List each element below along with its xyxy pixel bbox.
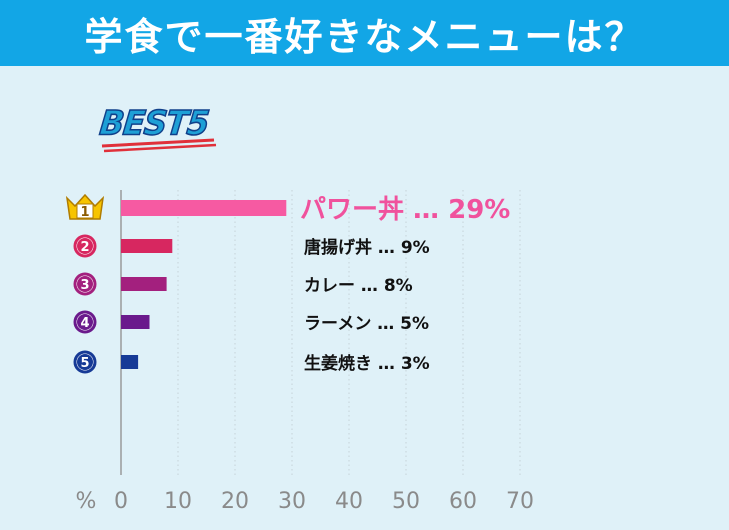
x-tick-label: 20 [221, 489, 249, 514]
bar [121, 239, 173, 253]
x-tick-label: 40 [335, 489, 363, 514]
bar-label: 唐揚げ丼 … 9% [304, 237, 430, 258]
bar-label: パワー丼 … 29% [300, 195, 510, 225]
x-tick-label: 60 [449, 489, 477, 514]
x-tick-label: 0 [114, 489, 128, 514]
rank-badges: 1 2 3 4 5 [65, 193, 105, 374]
axis-unit-label: % [76, 489, 97, 514]
rank-number: 2 [80, 240, 89, 255]
rank-badge: 2 [73, 234, 97, 258]
rank-number: 1 [80, 205, 89, 220]
crown-icon: 1 [65, 193, 105, 220]
bars [121, 200, 287, 369]
badge-underline [101, 138, 217, 153]
rank-badge: 4 [73, 310, 97, 334]
underline-stroke [103, 143, 217, 153]
grid-lines [120, 190, 521, 475]
rank-badge: 3 [73, 272, 97, 296]
rank-number: 4 [80, 316, 89, 331]
bar-labels: パワー丼 … 29% 唐揚げ丼 … 9% カレー … 8% ラーメン … 5% 生姜焼き… [300, 195, 510, 374]
bar-label: カレー … 8% [304, 276, 413, 296]
rank-badge: 5 [73, 350, 97, 374]
bar [121, 277, 167, 291]
bar [121, 200, 287, 216]
chart-title: 学食で一番好きなメニューは？ [84, 14, 645, 59]
underline-stroke [101, 138, 215, 148]
x-tick-label: 70 [506, 489, 534, 514]
x-tick-label: 50 [392, 489, 420, 514]
x-tick-label: 10 [164, 489, 192, 514]
header-banner: 学食で一番好きなメニューは？ [0, 0, 729, 66]
rank-number: 3 [80, 278, 89, 293]
rank-number: 5 [80, 356, 89, 371]
x-tick-label: 30 [278, 489, 306, 514]
bar-label: ラーメン … 5% [304, 314, 429, 334]
bar-label: 生姜焼き … 3% [304, 353, 430, 374]
bar [121, 315, 150, 329]
x-axis: % 0 10 20 30 40 50 60 70 [76, 489, 534, 514]
bar [121, 355, 139, 369]
